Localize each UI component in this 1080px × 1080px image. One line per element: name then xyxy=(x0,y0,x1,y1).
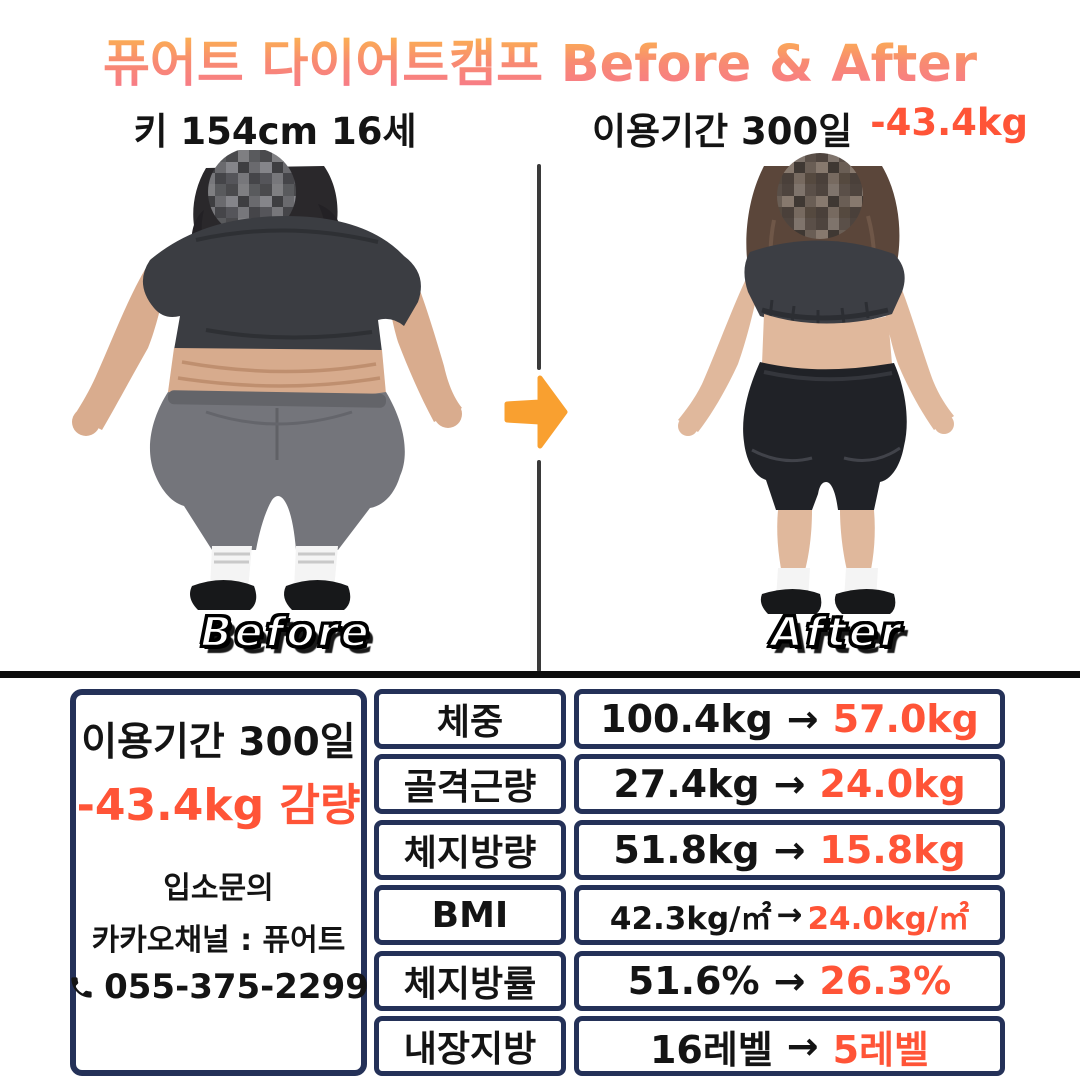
metric-label-weight: 체중 xyxy=(374,689,566,749)
metric-before-value: 27.4kg xyxy=(613,762,760,806)
metric-after-value: 24.0kg xyxy=(819,762,966,806)
header-period: 이용기간 300일 xyxy=(591,110,853,153)
metric-arrow-icon: → xyxy=(786,697,819,741)
before-top xyxy=(142,216,421,360)
before-label: Before xyxy=(199,607,372,657)
after-photo xyxy=(678,153,954,614)
info-phone-number: 055-375-2299 xyxy=(104,967,369,1007)
metric-arrow-icon: → xyxy=(786,1024,819,1068)
metric-arrow-icon: → xyxy=(773,959,806,1003)
metric-value-bmi: 42.3kg/㎡ → 24.0kg/㎡ xyxy=(574,885,1005,945)
metric-label-bodyfat-pct: 체지방률 xyxy=(374,951,566,1011)
metric-after-value: 26.3% xyxy=(819,959,952,1003)
metric-value-weight: 100.4kg → 57.0kg xyxy=(574,689,1005,749)
metric-after-value: 57.0kg xyxy=(832,697,979,741)
header-height-age: 키 154cm 16세 xyxy=(133,110,417,153)
after-waist xyxy=(762,314,892,370)
info-loss: -43.4kg 감량 xyxy=(76,780,361,831)
metric-before-value: 51.6% xyxy=(627,959,760,1003)
after-top xyxy=(744,240,905,326)
metric-label-visceral-fat: 내장지방 xyxy=(374,1016,566,1076)
header-period-loss: 이용기간 300일 -43.4kg xyxy=(575,101,1045,155)
header-loss-badge: -43.4kg xyxy=(870,101,1029,144)
metric-value-muscle: 27.4kg → 24.0kg xyxy=(574,754,1005,814)
after-slides xyxy=(760,589,896,614)
page-title: 퓨어트 다이어트캠프 Before & After xyxy=(0,22,1080,96)
metric-value-visceral-fat: 16레벨 → 5레벨 xyxy=(574,1016,1005,1076)
before-slides xyxy=(190,580,351,610)
after-legs xyxy=(777,510,875,574)
metric-before-value: 51.8kg xyxy=(613,828,760,872)
after-arms xyxy=(678,262,954,436)
metric-label-bodyfat-mass: 체지방량 xyxy=(374,820,566,880)
after-label: After xyxy=(770,607,904,657)
before-socks xyxy=(210,546,338,590)
before-waist xyxy=(168,348,386,402)
section-divider xyxy=(0,671,1080,678)
vertical-divider-bottom xyxy=(537,460,541,672)
before-mosaic-face-icon xyxy=(208,150,296,236)
metric-arrow-icon: → xyxy=(773,762,806,806)
after-shorts xyxy=(743,362,907,510)
before-photo xyxy=(72,150,462,610)
metric-label-muscle: 골격근량 xyxy=(374,754,566,814)
metric-before-value: 100.4kg xyxy=(600,697,773,741)
metric-value-bodyfat-pct: 51.6% → 26.3% xyxy=(574,951,1005,1011)
metric-arrow-icon: → xyxy=(776,897,803,933)
info-contact-heading: 입소문의 xyxy=(163,871,274,906)
metric-arrow-icon: → xyxy=(773,828,806,872)
metric-value-bodyfat-mass: 51.8kg → 15.8kg xyxy=(574,820,1005,880)
metric-after-value: 15.8kg xyxy=(819,828,966,872)
info-panel: 이용기간 300일 -43.4kg 감량 입소문의 카카오채널 : 퓨어트 05… xyxy=(68,689,369,1076)
transform-arrow-icon xyxy=(504,375,568,449)
metric-before-value: 16레벨 xyxy=(649,1027,773,1072)
metric-after-value: 5레벨 xyxy=(832,1027,930,1072)
phone-row: 055-375-2299 xyxy=(68,967,369,1007)
info-period: 이용기간 300일 xyxy=(81,720,356,765)
metric-after-value: 24.0kg/㎡ xyxy=(807,900,970,937)
before-leggings xyxy=(149,390,405,550)
vertical-divider-top xyxy=(537,164,541,370)
metric-before-value: 42.3kg/㎡ xyxy=(609,900,772,937)
info-kakao-channel: 카카오채널 : 퓨어트 xyxy=(91,923,346,958)
after-mosaic-face-icon xyxy=(777,153,863,239)
phone-icon xyxy=(71,976,92,998)
metric-label-bmi: BMI xyxy=(374,885,566,945)
